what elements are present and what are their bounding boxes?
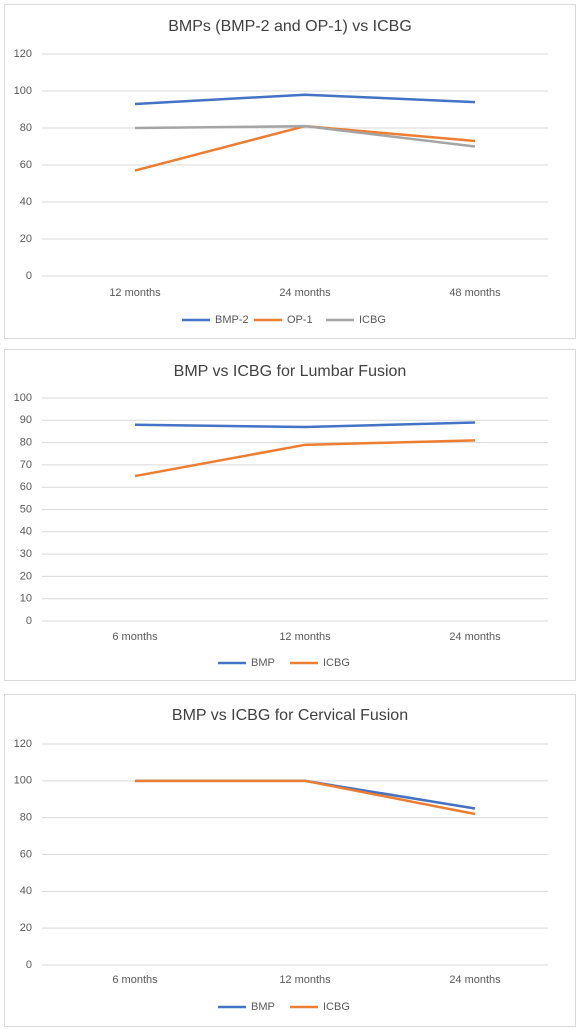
x-tick-label: 24 months (449, 631, 501, 643)
x-tick-label: 24 months (279, 287, 331, 299)
x-tick-label: 6 months (112, 631, 158, 643)
y-tick-label: 10 (20, 593, 32, 605)
x-tick-label: 6 months (112, 974, 158, 986)
chart-panel (4, 349, 576, 681)
legend-label: BMP-2 (215, 314, 249, 326)
y-tick-label: 120 (14, 738, 32, 750)
y-tick-label: 70 (20, 459, 32, 471)
legend-label: ICBG (323, 1001, 350, 1013)
y-tick-label: 0 (26, 615, 32, 627)
x-tick-label: 24 months (449, 974, 501, 986)
series-line (134, 124, 476, 148)
legend-label: OP-1 (287, 314, 313, 326)
series-line (134, 421, 476, 429)
chart-panel (4, 694, 576, 1027)
legend-label: ICBG (323, 657, 350, 669)
y-tick-label: 120 (14, 48, 32, 60)
legend-label: ICBG (359, 314, 386, 326)
legend-label: BMP (251, 1001, 275, 1013)
y-tick-label: 60 (20, 481, 32, 493)
y-tick-label: 20 (20, 922, 32, 934)
y-tick-label: 100 (14, 392, 32, 404)
y-tick-label: 80 (20, 122, 32, 134)
y-tick-label: 20 (20, 233, 32, 245)
y-tick-label: 50 (20, 503, 32, 515)
y-tick-label: 100 (14, 775, 32, 787)
chart-panel (4, 4, 576, 339)
y-tick-label: 20 (20, 570, 32, 582)
y-tick-label: 0 (26, 270, 32, 282)
series-line (135, 779, 476, 816)
x-tick-label: 12 months (279, 974, 331, 986)
series-line (134, 439, 476, 478)
chart-title: BMP vs ICBG for Lumbar Fusion (174, 363, 407, 380)
y-tick-label: 40 (20, 196, 32, 208)
chart-title: BMPs (BMP-2 and OP-1) vs ICBG (168, 18, 412, 35)
x-tick-label: 12 months (279, 631, 331, 643)
y-tick-label: 60 (20, 848, 32, 860)
y-tick-label: 40 (20, 885, 32, 897)
y-tick-label: 60 (20, 159, 32, 171)
y-tick-label: 40 (20, 526, 32, 538)
y-tick-label: 90 (20, 414, 32, 426)
chart-title: BMP vs ICBG for Cervical Fusion (172, 707, 408, 724)
y-tick-label: 100 (14, 85, 32, 97)
y-tick-label: 0 (26, 959, 32, 971)
y-tick-label: 80 (20, 812, 32, 824)
y-tick-label: 30 (20, 548, 32, 560)
legend-label: BMP (251, 657, 275, 669)
x-tick-label: 48 months (449, 287, 501, 299)
y-tick-label: 80 (20, 437, 32, 449)
x-tick-label: 12 months (109, 287, 161, 299)
series-line (134, 93, 476, 106)
